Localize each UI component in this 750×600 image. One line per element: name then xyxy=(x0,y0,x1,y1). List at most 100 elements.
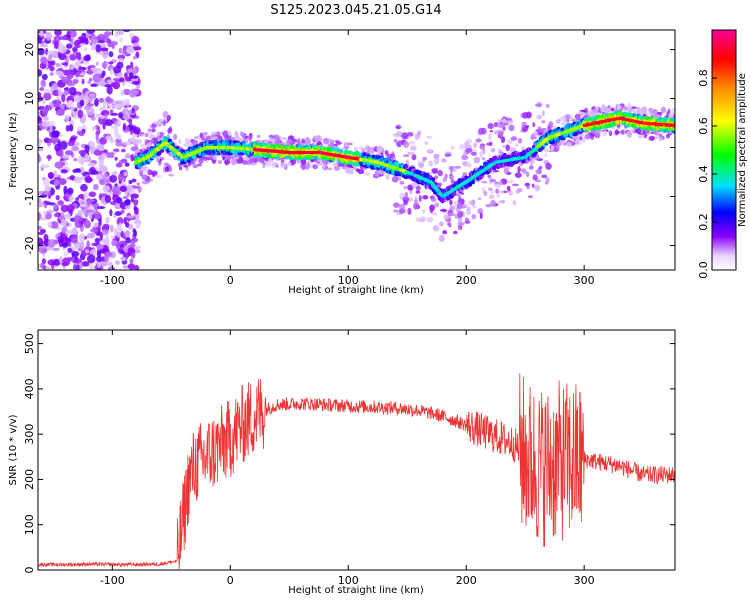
spectrogram-cell xyxy=(148,178,154,182)
spectrogram-cell xyxy=(72,79,79,84)
spectrogram-cell xyxy=(101,152,108,159)
spectrogram-cell xyxy=(98,158,105,167)
spectrogram-cell xyxy=(109,209,113,217)
spectrogram-cell xyxy=(493,121,499,128)
spectrogram-cell xyxy=(118,222,122,230)
spectrogram-cell xyxy=(603,106,609,112)
spectrogram-cell xyxy=(110,235,116,240)
spectrogram-cell xyxy=(421,208,426,214)
spectrogram-cell xyxy=(524,182,531,187)
spectrogram-cell xyxy=(545,103,550,109)
spectrogram-cell xyxy=(214,139,219,144)
spectrogram-cell xyxy=(254,157,258,164)
spectrogram-cell xyxy=(156,130,161,137)
spectrogram-cell xyxy=(74,243,80,250)
spectrogram-cell xyxy=(99,115,105,119)
spectrogram-cell xyxy=(60,218,68,227)
spectrogram-cell xyxy=(93,202,100,211)
spectrogram-cell xyxy=(623,106,628,110)
spectrogram-cell xyxy=(52,247,60,252)
spectrogram-cell xyxy=(450,179,455,184)
spectrogram-cell xyxy=(403,154,410,158)
spectrogram-cell xyxy=(584,133,591,140)
spectrogram-cell xyxy=(90,83,98,87)
spectrogram-cell xyxy=(648,107,654,113)
spectrogram-cell xyxy=(132,133,138,138)
spectrogram-cell xyxy=(73,215,82,222)
spectrogram-cell xyxy=(118,47,123,54)
spectrogram-cell xyxy=(54,161,64,169)
spectrogram-cell xyxy=(101,62,108,69)
spectrogram-cell xyxy=(78,149,88,155)
spectrogram-cell xyxy=(80,183,88,192)
spectrogram-cell xyxy=(488,132,493,141)
spectrogram-cell xyxy=(295,140,301,144)
spectrogram-cell xyxy=(431,168,439,173)
spectrogram-cell xyxy=(418,217,426,223)
spectrogram-cell xyxy=(129,72,134,77)
spectrogram-cell xyxy=(348,168,354,175)
spectrogram-cell xyxy=(95,61,99,66)
spectrogram-cell xyxy=(61,62,69,66)
spectrogram-cell xyxy=(505,144,510,152)
spectrogram-cell xyxy=(49,72,54,77)
spectrogram-cell xyxy=(256,134,261,139)
spectrogram-cell xyxy=(196,163,203,167)
spectrogram-cell xyxy=(54,30,62,36)
spectrogram-cell xyxy=(40,79,47,88)
spectrogram-y-tick-label: -10 xyxy=(23,188,36,206)
spectrogram-cell xyxy=(665,133,670,139)
spectrogram-cell xyxy=(280,162,286,169)
spectrogram-cell xyxy=(62,257,71,266)
spectrogram-cell xyxy=(54,70,64,76)
spectrogram-cell xyxy=(497,123,504,129)
spectrogram-cell xyxy=(536,114,542,120)
spectrogram-cell xyxy=(106,261,113,267)
spectrogram-cell xyxy=(77,199,86,203)
spectrogram-cell xyxy=(287,138,292,147)
spectrogram-cell xyxy=(104,194,112,204)
spectrogram-cell xyxy=(126,215,135,219)
spectrogram-cell xyxy=(94,213,101,220)
spectrogram-cell xyxy=(38,92,42,97)
spectrogram-cell xyxy=(53,177,61,181)
spectrogram-cell xyxy=(449,199,453,206)
spectrogram-cell xyxy=(413,199,418,203)
spectrogram-cell xyxy=(105,178,109,185)
spectrogram-cell xyxy=(436,184,441,189)
spectrogram-cell xyxy=(630,127,635,133)
spectrogram-cell xyxy=(398,203,406,210)
spectrogram-cell xyxy=(157,151,162,156)
spectrogram-cell xyxy=(77,156,86,164)
spectrogram-cell xyxy=(119,36,123,43)
spectrogram-cell xyxy=(132,126,141,135)
spectrogram-cell xyxy=(438,234,445,243)
spectrogram-cell xyxy=(304,137,311,145)
spectrogram-cell xyxy=(393,139,398,143)
spectrogram-cell xyxy=(409,145,417,151)
spectrogram-cell xyxy=(58,40,63,50)
spectrogram-cell xyxy=(449,175,454,179)
spectrogram-cell xyxy=(109,224,114,233)
spectrogram-cell xyxy=(535,103,542,108)
spectrogram-cell xyxy=(415,190,421,194)
spectrogram-cell xyxy=(224,159,231,165)
spectrogram-cell xyxy=(123,171,128,177)
spectrogram-cell xyxy=(449,166,454,174)
spectrogram-cell xyxy=(111,171,118,176)
spectrogram-cell xyxy=(73,157,78,162)
spectrogram-cell xyxy=(418,195,422,202)
spectrogram-cell xyxy=(344,168,350,174)
spectrogram-cell xyxy=(490,189,495,196)
spectrogram-cell xyxy=(503,167,509,175)
spectrogram-cell xyxy=(109,112,119,116)
spectrogram-cell xyxy=(102,99,107,108)
spectrogram-cell xyxy=(444,153,450,157)
spectrogram-cell xyxy=(621,129,625,135)
spectrogram-cell xyxy=(53,179,60,186)
spectrogram-cell xyxy=(507,139,514,144)
spectrogram-cell xyxy=(101,228,109,236)
spectrogram-cell xyxy=(602,130,607,137)
spectrogram-cell xyxy=(115,141,123,147)
spectrogram-cell xyxy=(59,35,69,41)
